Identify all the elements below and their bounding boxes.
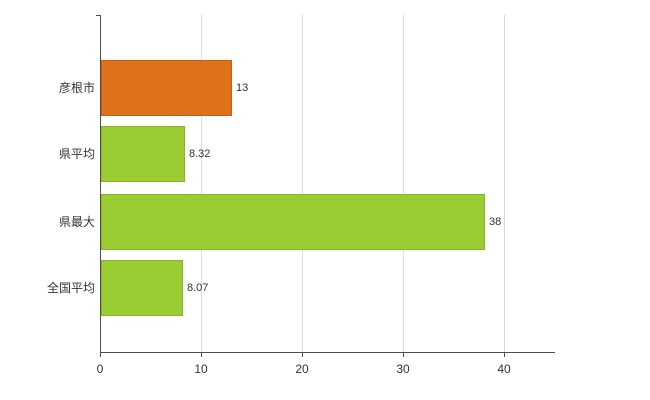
bar-value-label: 8.32 (189, 148, 211, 160)
plot-area (100, 15, 555, 352)
x-axis-tick-10 (201, 353, 202, 357)
bar-value-label: 13 (236, 82, 249, 94)
x-axis-tick-30 (403, 353, 404, 357)
category-label: 全国平均 (46, 281, 95, 295)
bar-県最大 (101, 194, 485, 250)
bar-彦根市 (101, 60, 232, 116)
y-axis-top-tick (96, 15, 100, 16)
gridline-x-20 (302, 15, 303, 352)
bar-全国平均 (101, 260, 183, 316)
gridline-x-30 (403, 15, 404, 352)
x-tick-label: 20 (295, 362, 309, 376)
gridline-x-10 (201, 15, 202, 352)
x-tick-label: 0 (96, 362, 104, 376)
bar-value-label: 38 (489, 216, 502, 228)
x-tick-label: 10 (194, 362, 208, 376)
category-label: 県最大 (58, 215, 95, 229)
x-tick-label: 40 (497, 362, 511, 376)
category-label: 彦根市 (58, 81, 95, 95)
x-axis-tick-20 (302, 353, 303, 357)
category-label: 県平均 (58, 147, 95, 161)
x-axis-line (100, 352, 555, 353)
y-axis-line (100, 15, 101, 352)
gridline-x-40 (504, 15, 505, 352)
x-axis-tick-0 (100, 353, 101, 357)
x-axis-tick-40 (504, 353, 505, 357)
bar-value-label: 8.07 (187, 282, 209, 294)
x-tick-label: 30 (396, 362, 410, 376)
bar-県平均 (101, 126, 185, 182)
